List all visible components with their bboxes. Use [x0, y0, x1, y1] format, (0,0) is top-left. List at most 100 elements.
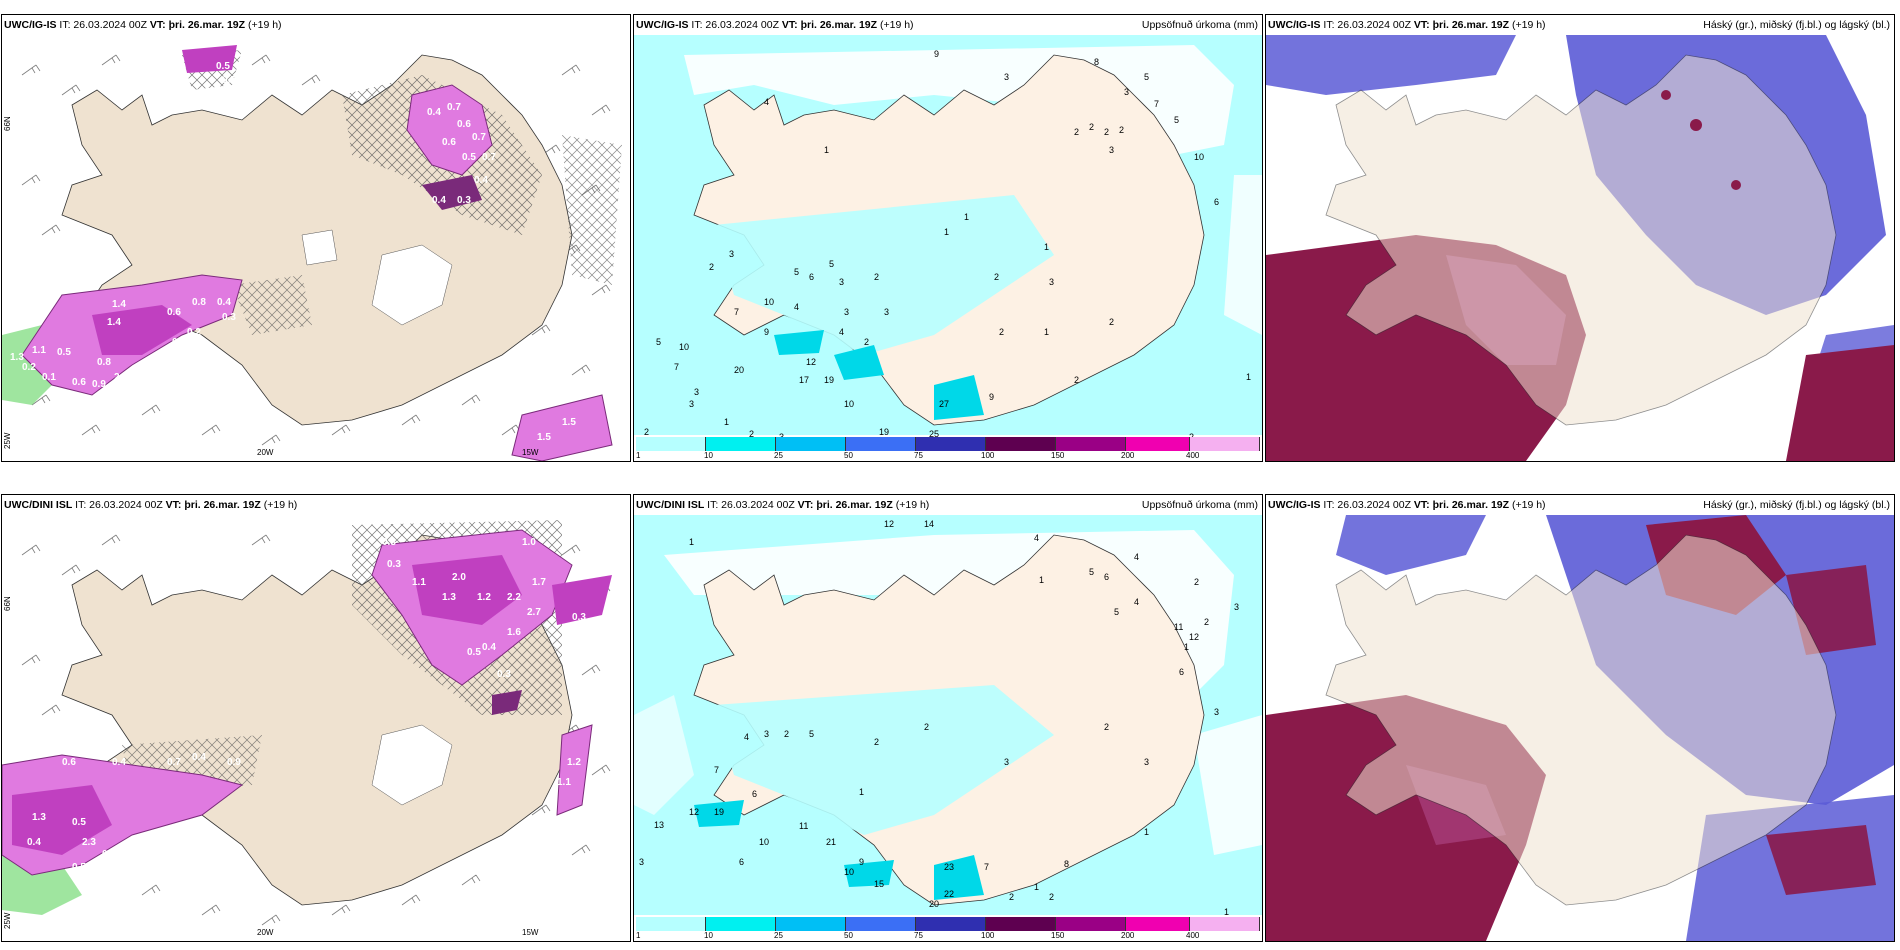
wind-label: 0.1: [42, 372, 56, 383]
precip-label: 14: [924, 519, 934, 529]
wind-label: 0.5: [57, 347, 71, 358]
precip-label: 1: [964, 212, 969, 222]
valid-time: þri. 26.mar. 19Z: [1432, 499, 1510, 511]
precip-labels: 12 14 1 4 5 6 4 1 2 5 4 4 3 2 5 7 6 19 1…: [639, 519, 1239, 917]
cbar-seg-8: [1190, 917, 1260, 931]
lon-label: 25W: [3, 432, 12, 449]
wind-label: 1.2: [477, 592, 491, 603]
wind-label: 0.8: [102, 849, 116, 860]
precip-label: 7: [734, 307, 739, 317]
lead-time: (+19 h): [263, 499, 298, 511]
precip-label: 2: [1009, 892, 1014, 902]
precip-label: 4: [1034, 533, 1039, 543]
precip-label: 12: [884, 519, 894, 529]
precip-label: 7: [984, 862, 989, 872]
precip-label: 4: [794, 302, 799, 312]
wind-label: 0.5: [222, 75, 236, 86]
valid-label: VT:: [1413, 499, 1430, 511]
valid-label: VT:: [1413, 19, 1430, 31]
wind-label: 0.4: [474, 175, 488, 186]
precip-label: 1: [1246, 372, 1251, 382]
wind-label: 0.5: [72, 817, 86, 828]
lon-label: 15W: [522, 448, 539, 457]
wind-label: 0.3: [222, 312, 236, 323]
precip-label: 15: [874, 879, 884, 889]
wind-label: 1.1: [557, 777, 571, 788]
precip-label: 17: [799, 375, 809, 385]
precip-label: 3: [1109, 145, 1114, 155]
precip-label: 1: [689, 537, 694, 547]
precip-map: 12 14 1 4 5 6 4 1 2 5 4 4 3 2 5 7 6 19 1…: [634, 515, 1262, 917]
precip-label: 1: [944, 227, 949, 237]
wind-label: 1.2: [567, 757, 581, 768]
lon-label: 20W: [257, 928, 274, 937]
valid-label: VT:: [797, 499, 814, 511]
model-name: UWC/DINI ISL: [636, 499, 705, 511]
precip-label: 7: [714, 765, 719, 775]
precip-label: 1: [1184, 642, 1189, 652]
wind-label: 1.5: [537, 432, 551, 443]
wind-label: 0.2: [22, 362, 36, 373]
precip-label: 7: [1154, 99, 1159, 109]
wind-label: 0.3: [172, 337, 186, 348]
wind-label: 0.3: [382, 537, 396, 548]
precip-label: 6: [1179, 667, 1184, 677]
precip-colorbar: 1 10 25 50 75 100 150 200 400: [636, 917, 1260, 940]
lon-label: 25W: [3, 912, 12, 929]
panel-cloud-bottom: UWC/IG-IS IT: 26.03.2024 00Z VT: þri. 26…: [1265, 494, 1895, 942]
cbar-seg-4: [916, 437, 986, 451]
panel-header: UWC/IG-IS IT: 26.03.2024 00Z VT: þri. 26…: [634, 15, 1262, 35]
wind-label: 0.9: [227, 757, 241, 768]
cbar-label: 100: [981, 451, 995, 460]
wind-label: 0.5: [216, 61, 230, 72]
wind-label: 0.6: [442, 137, 456, 148]
cbar-label: 25: [774, 931, 783, 940]
wind-label: 0.9: [92, 379, 106, 390]
precip-label: 5: [809, 729, 814, 739]
lead-time: (+19 h): [879, 19, 914, 31]
precip-label: 11: [799, 821, 808, 831]
panel-wind-bottom: UWC/DINI ISL IT: 26.03.2024 00Z VT: þri.…: [1, 494, 631, 942]
precip-label: 3: [1004, 757, 1009, 767]
iceland-land: [1325, 54, 1837, 426]
wind-label: 0.3: [387, 559, 401, 570]
wind-label: 0.7: [167, 757, 181, 768]
precip-label: 3: [839, 277, 844, 287]
wind-label: 1.6: [507, 627, 521, 638]
cbar-label: 150: [1051, 931, 1065, 940]
field-title: Háský (gr.), miðský (fj.bl.) og lágský (…: [1703, 499, 1890, 511]
precip-label: 5: [829, 259, 834, 269]
wind-label: 1.4: [112, 299, 126, 310]
cbar-label: 400: [1186, 451, 1200, 460]
valid-time: þri. 26.mar. 19Z: [816, 499, 893, 511]
precip-label: 19: [824, 375, 834, 385]
wind-label: 1.1: [412, 577, 426, 588]
precip-label: 9: [859, 857, 864, 867]
precip-labels: 9 3 5 8 3 4 7 5 1 2 2 2 2 3 10 6 1 1 1 2…: [644, 49, 1251, 442]
wind-label: 0.5: [462, 152, 476, 163]
cbar-label: 50: [844, 451, 853, 460]
precip-label: 23: [944, 862, 954, 872]
precip-label: 3: [694, 387, 699, 397]
precip-label: 4: [839, 327, 844, 337]
precip-label: 3: [884, 307, 889, 317]
init-time: IT: 26.03.2024 00Z: [59, 19, 147, 31]
wind-label: 1.3: [442, 592, 456, 603]
wind-label: 0.7: [472, 132, 486, 143]
precip-label: 2: [994, 272, 999, 282]
panel-wind-top: UWC/IG-IS IT: 26.03.2024 00Z VT: þri. 26…: [1, 14, 631, 462]
precip-label: 2: [709, 262, 714, 272]
precip-label: 22: [944, 889, 954, 899]
model-name: UWC/IG-IS: [636, 19, 689, 31]
wind-label: 0.6: [62, 757, 76, 768]
model-name: UWC/IG-IS: [1268, 19, 1321, 31]
precip-label: 3: [1124, 87, 1129, 97]
wind-labels: 0.5 0.5 0.4 0.7 0.6 0.7 0.6 0.5 0.7 0.4 …: [10, 61, 576, 443]
precip-label: 11: [1174, 622, 1183, 632]
wind-label: 0.6: [72, 377, 86, 388]
precip-label: 1: [1034, 882, 1039, 892]
wind-label: 2.7: [527, 607, 541, 618]
lead-time: (+19 h): [1511, 19, 1546, 31]
precip-label: 6: [739, 857, 744, 867]
wind-label: 0.4: [192, 752, 206, 763]
